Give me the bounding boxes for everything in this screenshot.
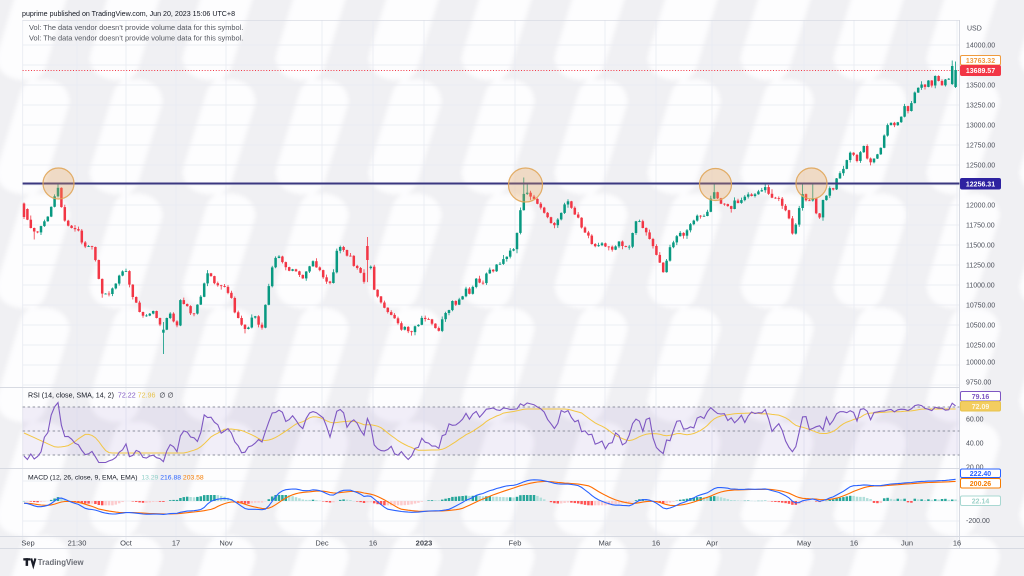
svg-text:9750.00: 9750.00 <box>966 380 991 387</box>
svg-text:21:30: 21:30 <box>68 539 87 548</box>
svg-text:40.00: 40.00 <box>966 441 984 448</box>
svg-text:Feb: Feb <box>509 539 522 548</box>
svg-text:Dec: Dec <box>315 539 329 548</box>
svg-text:20.00: 20.00 <box>966 465 984 472</box>
svg-text:16: 16 <box>652 539 660 548</box>
svg-text:USD: USD <box>967 26 982 33</box>
svg-text:Nov: Nov <box>219 539 233 548</box>
svg-text:puprime published on TradingVi: puprime published on TradingView.com, Ju… <box>22 10 235 18</box>
svg-text:10500.00: 10500.00 <box>966 323 995 330</box>
svg-text:11250.00: 11250.00 <box>966 263 995 270</box>
svg-text:11750.00: 11750.00 <box>966 223 995 230</box>
svg-text:10750.00: 10750.00 <box>966 303 995 310</box>
svg-text:16: 16 <box>850 539 858 548</box>
svg-text:16: 16 <box>953 539 961 548</box>
svg-text:TradingView: TradingView <box>38 558 85 567</box>
svg-text:72.09: 72.09 <box>972 404 990 411</box>
svg-text:Sep: Sep <box>21 539 34 548</box>
svg-text:May: May <box>797 539 811 548</box>
svg-text:11500.00: 11500.00 <box>966 243 995 250</box>
svg-text:10250.00: 10250.00 <box>966 343 995 350</box>
svg-text:13763.32: 13763.32 <box>966 58 995 65</box>
svg-text:-200.00: -200.00 <box>966 518 990 525</box>
svg-text:Jun: Jun <box>901 539 913 548</box>
svg-text:60.00: 60.00 <box>966 417 984 424</box>
svg-text:2023: 2023 <box>416 539 433 548</box>
svg-text:12500.00: 12500.00 <box>966 163 995 170</box>
svg-text:22.14: 22.14 <box>972 498 990 505</box>
svg-text:13689.57: 13689.57 <box>966 68 995 75</box>
svg-text:11000.00: 11000.00 <box>966 283 995 290</box>
svg-text:16: 16 <box>369 539 377 548</box>
svg-text:Vol: The data vendor doesn’t p: Vol: The data vendor doesn’t provide vol… <box>29 33 243 42</box>
svg-text:Apr: Apr <box>706 539 718 548</box>
svg-text:222.40: 222.40 <box>970 471 992 478</box>
svg-text:79.16: 79.16 <box>972 394 990 401</box>
svg-text:Mar: Mar <box>599 539 612 548</box>
svg-text:Oct: Oct <box>120 539 133 548</box>
svg-text:14000.00: 14000.00 <box>966 43 995 50</box>
svg-text:12750.00: 12750.00 <box>966 143 995 150</box>
svg-text:10000.00: 10000.00 <box>966 360 995 367</box>
svg-text:12000.00: 12000.00 <box>966 203 995 210</box>
svg-text:RSI (14, close, SMA, 14, 2) 7: RSI (14, close, SMA, 14, 2) 72.22 72.96 … <box>28 392 174 400</box>
svg-text:Vol: The data vendor doesn’t p: Vol: The data vendor doesn’t provide vol… <box>29 23 243 32</box>
svg-text:17: 17 <box>172 539 180 548</box>
svg-text:13000.00: 13000.00 <box>966 123 995 130</box>
svg-text:200.26: 200.26 <box>970 481 992 488</box>
svg-text:13500.00: 13500.00 <box>966 83 995 90</box>
svg-text:12256.31: 12256.31 <box>966 181 995 188</box>
svg-text:MACD (12, 26, close, 9, EMA, E: MACD (12, 26, close, 9, EMA, EMA) 13.29 … <box>28 475 204 482</box>
svg-text:13250.00: 13250.00 <box>966 103 995 110</box>
